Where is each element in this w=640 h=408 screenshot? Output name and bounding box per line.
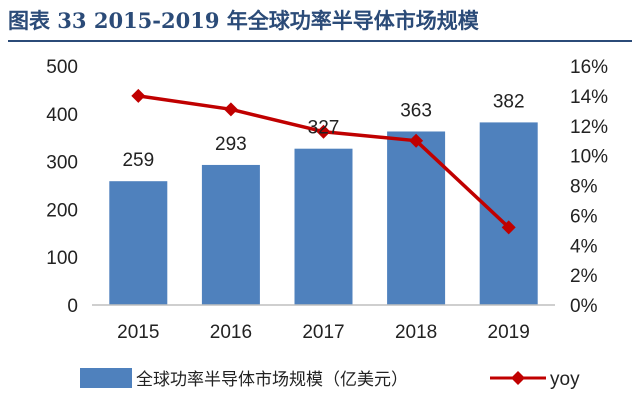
legend-line-label: yoy	[550, 369, 580, 390]
left-axis-tick-label: 400	[46, 105, 78, 126]
x-axis-tick-label: 2018	[395, 322, 437, 343]
bar	[109, 181, 168, 305]
right-axis-tick-label: 8%	[570, 177, 598, 198]
yoy-point	[223, 102, 238, 117]
yoy-point	[131, 88, 146, 103]
left-axis-tick-label: 500	[46, 57, 78, 78]
left-axis-ticks: 0 100 200 300 400 500	[46, 57, 78, 317]
legend-line-marker	[511, 371, 525, 385]
yoy-point	[316, 124, 331, 139]
bar	[479, 122, 538, 306]
bar-series	[109, 122, 538, 306]
left-axis-tick-label: 200	[46, 200, 78, 221]
x-axis-ticks: 2015 2016 2017 2018 2019	[117, 322, 530, 343]
bar-data-label: 293	[215, 134, 247, 155]
right-axis-ticks: 0% 2% 4% 6% 8% 10% 12% 14% 16%	[570, 57, 608, 317]
bar-data-labels: 259 293 327 363 382	[122, 91, 524, 171]
left-axis-tick-label: 300	[46, 153, 78, 174]
bar	[294, 148, 353, 305]
right-axis-tick-label: 10%	[570, 147, 608, 168]
legend-bar-label: 全球功率半导体市场规模（亿美元）	[136, 370, 408, 390]
x-axis-tick-label: 2016	[210, 322, 252, 343]
title-divider	[8, 40, 632, 42]
bar-data-label: 327	[308, 118, 340, 139]
yoy-point	[501, 220, 516, 235]
right-axis-tick-label: 6%	[570, 206, 598, 227]
chart-legend: 全球功率半导体市场规模（亿美元） yoy	[80, 368, 580, 390]
left-axis-tick-label: 0	[67, 296, 78, 317]
left-axis-tick-label: 100	[46, 248, 78, 269]
yoy-line-series	[131, 88, 516, 235]
x-axis-tick-label: 2017	[302, 322, 344, 343]
figure-title: 图表 33 2015-2019 年全球功率半导体市场规模	[8, 8, 479, 33]
right-axis-tick-label: 4%	[570, 236, 598, 257]
right-axis-tick-label: 0%	[570, 296, 598, 317]
yoy-point	[409, 133, 424, 148]
bar	[201, 164, 260, 305]
x-axis-tick-label: 2019	[488, 322, 530, 343]
bar-data-label: 363	[400, 100, 432, 121]
right-axis-tick-label: 14%	[570, 87, 608, 108]
legend-bar-swatch	[80, 368, 132, 388]
right-axis-tick-label: 2%	[570, 266, 598, 287]
bar-data-label: 382	[493, 91, 525, 112]
right-axis-tick-label: 16%	[570, 57, 608, 78]
x-axis-tick-label: 2015	[117, 322, 159, 343]
bar-data-label: 259	[122, 150, 154, 171]
right-axis-tick-label: 12%	[570, 117, 608, 138]
